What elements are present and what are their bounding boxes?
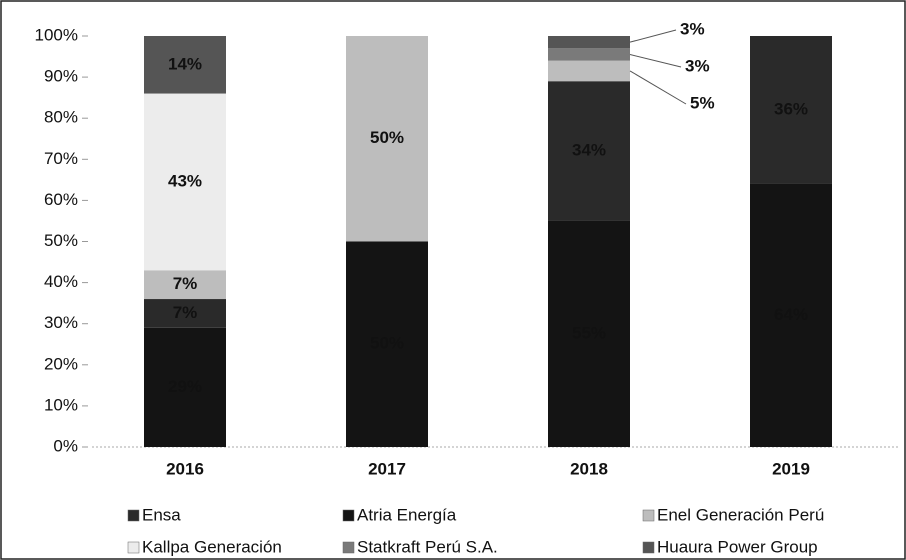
x-tick-label: 2017 <box>368 459 406 478</box>
bar-segment <box>346 241 428 447</box>
legend-swatch <box>642 541 655 554</box>
legend-label: Statkraft Perú S.A. <box>357 537 498 556</box>
legend-label: Enel Generación Perú <box>657 505 824 524</box>
bar-segment <box>144 327 226 447</box>
bar-segment <box>548 36 630 49</box>
legend-label: Atria Energía <box>357 505 457 524</box>
leader-line <box>629 29 677 43</box>
y-tick-label: 40% <box>44 272 78 291</box>
legend-swatch <box>342 541 355 554</box>
legend-swatch <box>127 541 140 554</box>
legend-swatch <box>342 509 355 522</box>
bar-segment <box>144 36 226 94</box>
bar-segment <box>548 60 630 82</box>
y-tick-label: 60% <box>44 190 78 209</box>
bar-segment <box>548 81 630 221</box>
data-label: 55% <box>572 323 606 342</box>
data-label: 50% <box>370 334 404 353</box>
y-tick-label: 30% <box>44 313 78 332</box>
data-label: 14% <box>168 54 202 73</box>
y-tick-label: 100% <box>35 25 78 44</box>
y-tick-label: 70% <box>44 149 78 168</box>
data-label: 64% <box>774 305 808 324</box>
x-tick-label: 2016 <box>166 459 204 478</box>
bar-segment <box>548 48 630 61</box>
data-label: 34% <box>572 141 606 160</box>
legend-label: Kallpa Generación <box>142 537 282 556</box>
bar-segment <box>144 270 226 300</box>
bar-segment <box>548 220 630 447</box>
bar-segment <box>144 93 226 271</box>
legend-label: Huaura Power Group <box>657 537 818 556</box>
y-tick-label: 20% <box>44 354 78 373</box>
bar-segment <box>750 36 832 184</box>
data-label: 3% <box>685 56 710 75</box>
data-label: 43% <box>168 171 202 190</box>
y-tick-label: 10% <box>44 395 78 414</box>
y-tick-label: 80% <box>44 108 78 127</box>
bar-segment <box>346 36 428 242</box>
data-label: 50% <box>370 128 404 147</box>
bar-segment <box>750 183 832 447</box>
data-label: 5% <box>690 93 715 112</box>
legend-swatch <box>642 509 655 522</box>
data-label: 36% <box>774 99 808 118</box>
data-label: 7% <box>173 303 198 322</box>
y-tick-label: 0% <box>53 436 78 455</box>
leader-line <box>629 70 687 105</box>
data-label: 3% <box>680 19 705 38</box>
legend-swatch <box>127 509 140 522</box>
data-label: 7% <box>173 274 198 293</box>
bar-segment <box>144 299 226 328</box>
legend-label: Ensa <box>142 505 181 524</box>
x-tick-label: 2018 <box>570 459 608 478</box>
leader-line <box>629 54 682 68</box>
y-tick-label: 50% <box>44 231 78 250</box>
y-tick-label: 90% <box>44 67 78 86</box>
x-tick-label: 2019 <box>772 459 810 478</box>
data-label: 29% <box>168 377 202 396</box>
